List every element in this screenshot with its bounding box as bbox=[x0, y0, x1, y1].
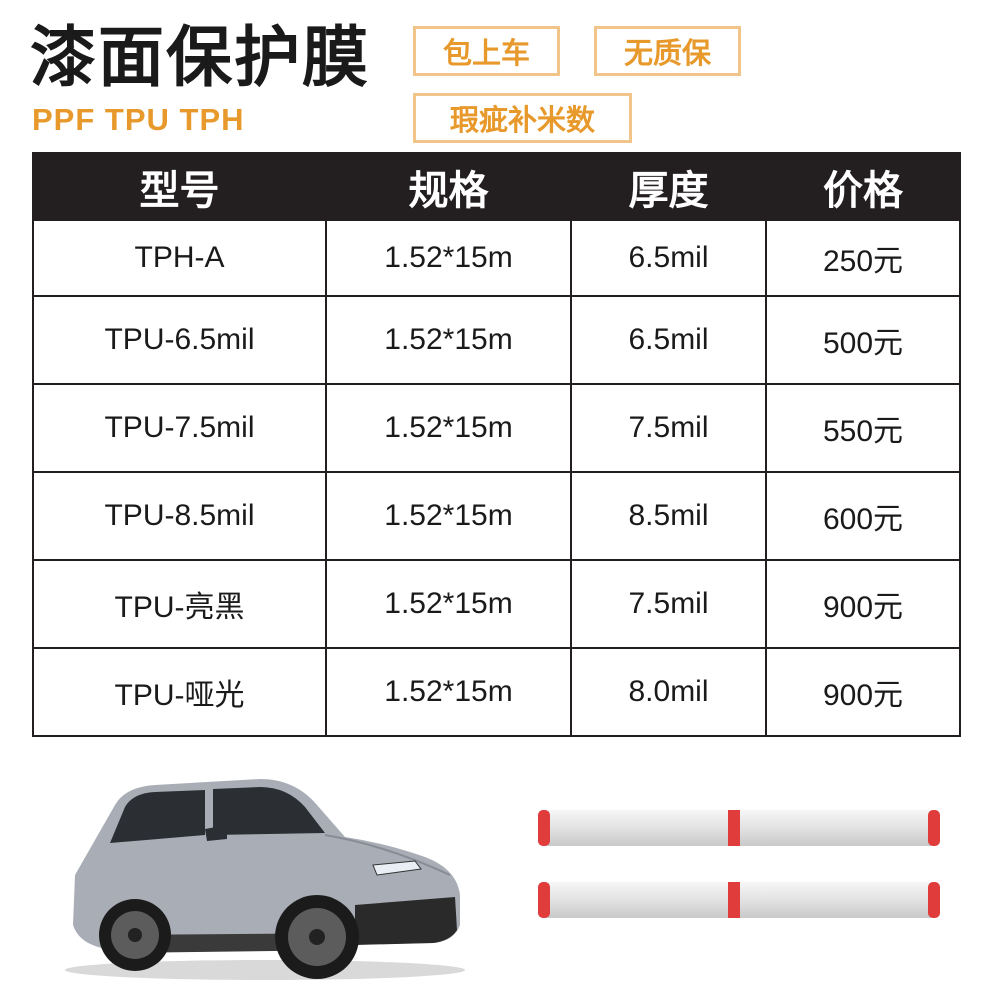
table-header-row: 型号 规格 厚度 价格 bbox=[32, 152, 961, 221]
cell-model: TPU-8.5mil bbox=[32, 471, 327, 561]
cell-model: TPH-A bbox=[32, 219, 327, 297]
column-header-model: 型号 bbox=[32, 152, 327, 221]
badge-defect-compensation: 瑕疵补米数 bbox=[413, 93, 632, 143]
column-header-thickness: 厚度 bbox=[570, 152, 767, 221]
film-roll-image bbox=[538, 810, 940, 918]
cell-thickness: 7.5mil bbox=[570, 383, 767, 473]
cell-thickness: 8.0mil bbox=[570, 647, 767, 737]
cell-price: 900元 bbox=[765, 647, 961, 737]
cell-price: 900元 bbox=[765, 559, 961, 649]
cell-model: TPU-亮黑 bbox=[32, 559, 327, 649]
cell-model: TPU-6.5mil bbox=[32, 295, 327, 385]
cell-price: 250元 bbox=[765, 219, 961, 297]
table-row: TPU-亮黑 1.52*15m 7.5mil 900元 bbox=[32, 559, 961, 649]
page-title: 漆面保护膜 bbox=[30, 19, 370, 96]
cell-spec: 1.52*15m bbox=[325, 295, 572, 385]
cell-thickness: 6.5mil bbox=[570, 295, 767, 385]
cell-model: TPU-7.5mil bbox=[32, 383, 327, 473]
table-row: TPH-A 1.52*15m 6.5mil 250元 bbox=[32, 219, 961, 297]
column-header-price: 价格 bbox=[765, 152, 961, 221]
badge-install: 包上车 bbox=[413, 26, 560, 76]
cell-thickness: 6.5mil bbox=[570, 219, 767, 297]
badge-no-warranty: 无质保 bbox=[594, 26, 741, 76]
cell-price: 500元 bbox=[765, 295, 961, 385]
cell-thickness: 8.5mil bbox=[570, 471, 767, 561]
table-row: TPU-8.5mil 1.52*15m 8.5mil 600元 bbox=[32, 471, 961, 561]
suv-car-image bbox=[65, 779, 465, 980]
cell-price: 600元 bbox=[765, 471, 961, 561]
spec-table: 型号 规格 厚度 价格 TPH-A 1.52*15m 6.5mil 250元 T… bbox=[32, 152, 961, 737]
table-row: TPU-哑光 1.52*15m 8.0mil 900元 bbox=[32, 647, 961, 737]
column-header-spec: 规格 bbox=[325, 152, 572, 221]
cell-spec: 1.52*15m bbox=[325, 559, 572, 649]
table-row: TPU-7.5mil 1.52*15m 7.5mil 550元 bbox=[32, 383, 961, 473]
cell-spec: 1.52*15m bbox=[325, 383, 572, 473]
cell-spec: 1.52*15m bbox=[325, 219, 572, 297]
page-subtitle: PPF TPU TPH bbox=[32, 102, 245, 137]
cell-price: 550元 bbox=[765, 383, 961, 473]
cell-thickness: 7.5mil bbox=[570, 559, 767, 649]
cell-spec: 1.52*15m bbox=[325, 471, 572, 561]
cell-spec: 1.52*15m bbox=[325, 647, 572, 737]
table-row: TPU-6.5mil 1.52*15m 6.5mil 500元 bbox=[32, 295, 961, 385]
cell-model: TPU-哑光 bbox=[32, 647, 327, 737]
